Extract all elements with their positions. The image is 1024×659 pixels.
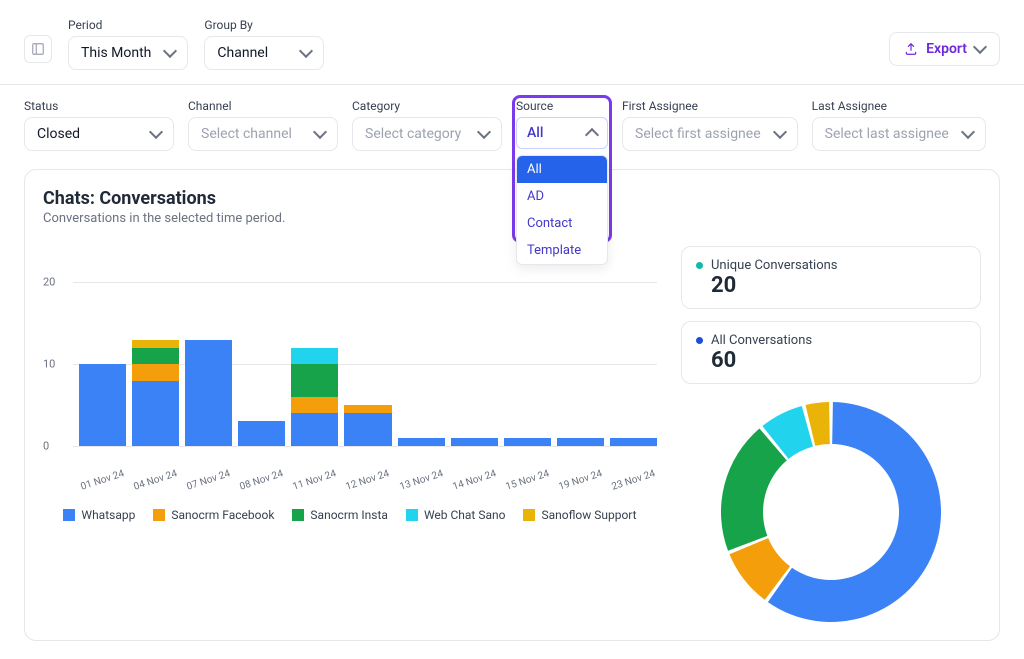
chevron-down-icon [163,44,177,58]
filters-row: Status Closed Channel Select channel Cat… [0,85,1024,169]
donut-chart [721,402,941,622]
status-select[interactable]: Closed [24,117,174,151]
upload-icon [904,42,918,56]
legend-item: Sanoflow Support [523,508,636,522]
period-select[interactable]: This Month [68,36,188,70]
legend-item: Sanocrm Insta [292,508,388,522]
chevron-down-icon [773,125,787,139]
groupby-select[interactable]: Channel [204,36,324,70]
chart-legend: Whatsapp Sanocrm Facebook Sanocrm Insta Web… [43,508,657,522]
bar-chart: 0102001 Nov 2404 Nov 2407 Nov 2408 Nov 2… [43,266,657,466]
period-label: Period [68,18,188,32]
last-assignee-label: Last Assignee [812,99,986,113]
chevron-down-icon [299,44,313,58]
source-select[interactable]: All [516,117,608,149]
source-label: Source [516,99,608,113]
chats-panel: Chats: Conversations Conversations in th… [24,169,1000,641]
legend-item: Whatsapp [63,508,135,522]
first-assignee-label: First Assignee [622,99,798,113]
legend-item: Sanocrm Facebook [153,508,274,522]
stat-all: All Conversations 60 [681,321,981,384]
chevron-down-icon [477,125,491,139]
source-option[interactable]: Contact [517,210,607,237]
chevron-up-icon [585,128,599,142]
chevron-down-icon [149,125,163,139]
groupby-label: Group By [204,18,324,32]
first-assignee-select[interactable]: Select first assignee [622,117,798,151]
category-label: Category [352,99,502,113]
last-assignee-select[interactable]: Select last assignee [812,117,986,151]
chevron-down-icon [973,40,987,54]
source-dropdown: AllADContactTemplate [516,155,608,265]
source-option[interactable]: All [517,156,607,183]
legend-item: Web Chat Sano [406,508,506,522]
stat-unique: Unique Conversations 20 [681,246,981,309]
export-button[interactable]: Export [889,32,1000,66]
channel-label: Channel [188,99,338,113]
source-option[interactable]: AD [517,183,607,210]
source-option[interactable]: Template [517,237,607,264]
chats-subtitle: Conversations in the selected time perio… [43,211,981,226]
chats-title: Chats: Conversations [43,188,981,209]
status-label: Status [24,99,174,113]
topbar: Period This Month Group By Channel Expor… [0,0,1024,85]
chevron-down-icon [313,125,327,139]
category-select[interactable]: Select category [352,117,502,151]
layout-icon[interactable] [24,35,52,63]
chevron-down-icon [961,125,975,139]
channel-select[interactable]: Select channel [188,117,338,151]
